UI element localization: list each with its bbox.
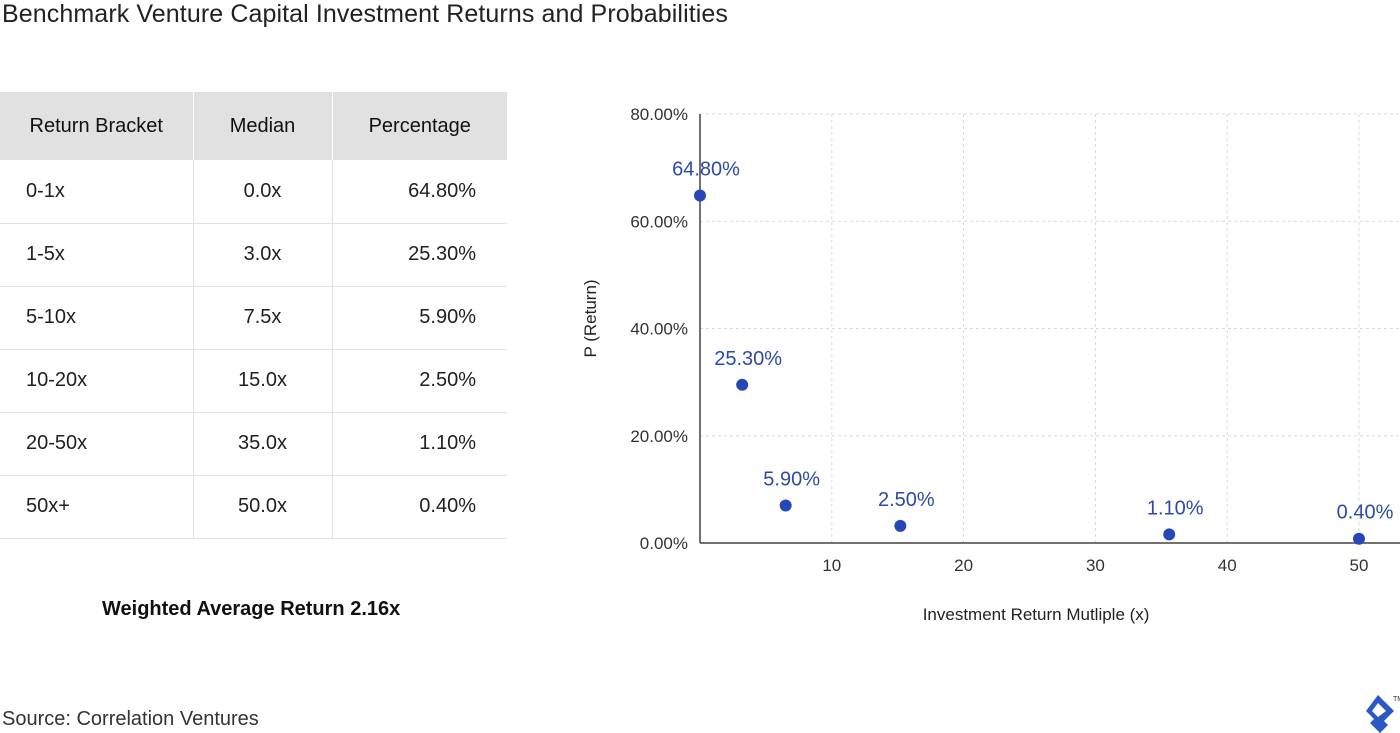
cell-bracket: 1-5x: [0, 223, 194, 287]
cell-median: 7.5x: [193, 286, 333, 350]
data-label: 0.40%: [1337, 502, 1394, 524]
y-tick-label: 40.00%: [630, 320, 688, 339]
data-point: [1353, 532, 1365, 545]
data-point: [694, 189, 706, 202]
cell-median: 35.0x: [193, 412, 333, 476]
page-title: Benchmark Venture Capital Investment Ret…: [2, 0, 729, 28]
data-label: 25.30%: [714, 348, 782, 370]
data-label: 1.10%: [1147, 497, 1204, 519]
y-tick-label: 60.00%: [630, 212, 688, 231]
data-point: [779, 499, 792, 512]
table-row: 5-10x 7.5x 5.90%: [0, 286, 507, 350]
cell-bracket: 0-1x: [0, 160, 194, 224]
y-tick-label: 80.00%: [630, 105, 688, 124]
x-tick-label: 30: [1086, 556, 1105, 575]
header-percentage: Percentage: [332, 92, 507, 160]
toptal-logo-icon: TM: [1366, 695, 1400, 733]
table-row: 10-20x 15.0x 2.50%: [0, 349, 507, 413]
cell-median: 3.0x: [193, 223, 333, 287]
header-median: Median: [193, 92, 333, 160]
table-header-row: Return Bracket Median Percentage: [0, 92, 507, 160]
x-tick-label: 40: [1218, 556, 1237, 575]
cell-bracket: 50x+: [0, 475, 194, 539]
x-tick-label: 50: [1350, 556, 1369, 575]
cell-bracket: 10-20x: [0, 349, 194, 413]
cell-median: 15.0x: [193, 349, 333, 413]
cell-percentage: 64.80%: [332, 160, 507, 224]
cell-percentage: 1.10%: [332, 412, 507, 476]
cell-percentage: 25.30%: [332, 223, 507, 287]
x-axis-title: Investment Return Mutliple (x): [923, 605, 1150, 624]
data-label: 64.80%: [672, 159, 740, 181]
cell-bracket: 20-50x: [0, 412, 194, 476]
cell-percentage: 2.50%: [332, 349, 507, 413]
scatter-chart: 0.00% 20.00% 40.00% 60.00% 80.00% 10 20 30 40 50 I…: [581, 105, 1400, 624]
cell-percentage: 0.40%: [332, 475, 507, 539]
x-tick-label: 10: [822, 556, 841, 575]
data-label: 2.50%: [878, 489, 935, 511]
y-axis-title: P (Return): [581, 279, 600, 357]
y-tick-label: 20.00%: [630, 427, 688, 446]
cell-median: 50.0x: [193, 475, 333, 539]
cell-bracket: 5-10x: [0, 286, 194, 350]
table-row: 20-50x 35.0x 1.10%: [0, 412, 507, 476]
header-return-bracket: Return Bracket: [0, 92, 194, 160]
x-tick-label: 20: [954, 556, 973, 575]
data-point: [1163, 528, 1176, 541]
table-row: 50x+ 50.0x 0.40%: [0, 475, 507, 539]
data-label: 5.90%: [763, 468, 820, 490]
data-point: [736, 378, 749, 391]
table-row: 1-5x 3.0x 25.30%: [0, 223, 507, 287]
cell-percentage: 5.90%: [332, 286, 507, 350]
data-point: [894, 519, 907, 532]
weighted-average-return: Weighted Average Return 2.16x: [102, 598, 401, 620]
returns-table: Return Bracket Median Percentage 0-1x 0.…: [0, 92, 507, 539]
y-tick-label: 0.00%: [640, 534, 688, 553]
table-row: 0-1x 0.0x 64.80%: [0, 160, 507, 224]
cell-median: 0.0x: [193, 160, 333, 224]
svg-text:TM: TM: [1393, 696, 1400, 703]
source-note: Source: Correlation Ventures: [2, 708, 259, 730]
